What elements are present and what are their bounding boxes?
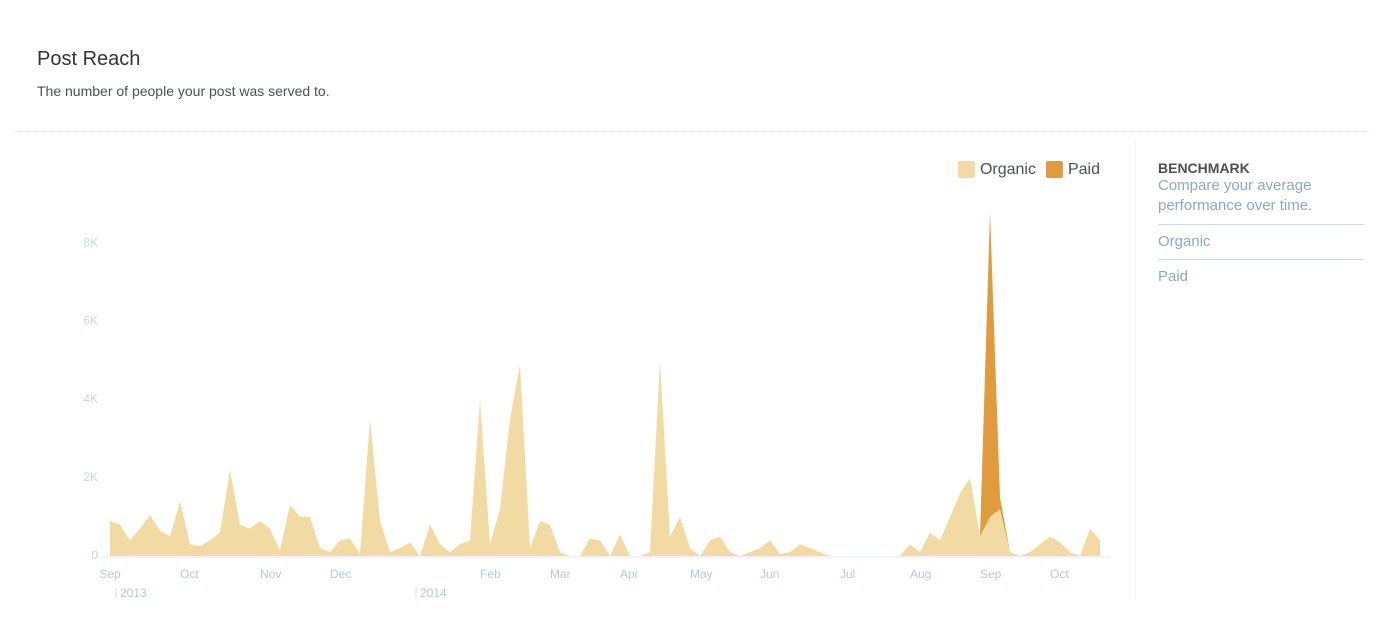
year-label: 2013 bbox=[120, 586, 147, 600]
x-tick-label: Oct bbox=[180, 567, 199, 581]
benchmark-option[interactable]: Paid bbox=[1158, 268, 1189, 285]
sidebar-description: Compare your average performance over ti… bbox=[1158, 176, 1364, 225]
x-tick-label: Sep bbox=[980, 567, 1002, 581]
x-tick-label: Oct bbox=[1050, 567, 1069, 581]
x-tick-label: Mar bbox=[550, 567, 571, 581]
header: Post Reach The number of people your pos… bbox=[15, 0, 1370, 132]
area bbox=[110, 212, 1100, 556]
title: Post Reach bbox=[37, 48, 141, 70]
x-tick-label: Feb bbox=[480, 567, 501, 581]
year-label: 2014 bbox=[420, 586, 447, 600]
y-tick-label: 2K bbox=[83, 470, 98, 484]
y-tick-label: 6K bbox=[83, 314, 98, 328]
subtitle: The number of people your post was serve… bbox=[37, 83, 330, 99]
x-tick-label: Aug bbox=[910, 567, 931, 581]
y-tick-label: 8K bbox=[83, 235, 98, 249]
x-tick-label: Apr bbox=[620, 567, 639, 581]
x-tick-label: Sep bbox=[99, 567, 121, 581]
area bbox=[110, 360, 1100, 556]
x-tick-label: Jun bbox=[760, 567, 779, 581]
divider bbox=[1135, 140, 1136, 600]
y-tick-label: 0 bbox=[91, 548, 98, 562]
sidebar: BENCHMARK Compare your average performan… bbox=[1158, 160, 1364, 294]
x-tick-label: May bbox=[690, 567, 713, 581]
legend-swatch bbox=[957, 161, 975, 178]
x-tick-label: Nov bbox=[260, 567, 281, 581]
x-tick-label: Dec bbox=[330, 567, 351, 581]
legend-label: Organic bbox=[980, 161, 1036, 178]
sidebar-title: BENCHMARK bbox=[1158, 160, 1250, 176]
benchmark-option[interactable]: Organic bbox=[1158, 225, 1364, 260]
y-tick-label: 4K bbox=[83, 392, 98, 406]
x-tick-label: Jul bbox=[840, 567, 855, 581]
legend-label: Paid bbox=[1068, 161, 1100, 178]
legend-swatch bbox=[1045, 161, 1063, 178]
